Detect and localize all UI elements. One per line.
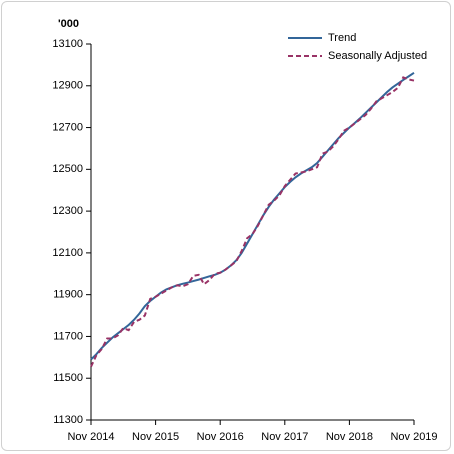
series-line [90,76,415,368]
legend-label: Seasonally Adjusted [328,50,427,62]
y-tick-label: 12500 [52,163,83,175]
y-tick-label: 11900 [53,289,83,301]
y-tick-label: 12700 [52,121,83,133]
x-tick-label: Nov 2016 [197,431,244,443]
x-tick-label: Nov 2019 [390,431,437,443]
x-tick-label: Nov 2014 [67,431,114,443]
x-tick-label: Nov 2015 [132,431,179,443]
y-tick-label: 12300 [52,205,83,217]
x-tick-label: Nov 2017 [261,431,308,443]
y-axis-label: '000 [58,18,79,30]
y-tick-label: 13100 [52,38,83,50]
y-tick-label: 11500 [53,372,83,384]
legend-label: Trend [328,32,356,44]
y-tick-label: 12900 [52,80,83,92]
y-tick-label: 12100 [52,247,83,259]
y-tick-label: 11700 [53,330,83,342]
y-tick-label: 11300 [53,414,83,426]
x-tick-label: Nov 2018 [326,431,373,443]
